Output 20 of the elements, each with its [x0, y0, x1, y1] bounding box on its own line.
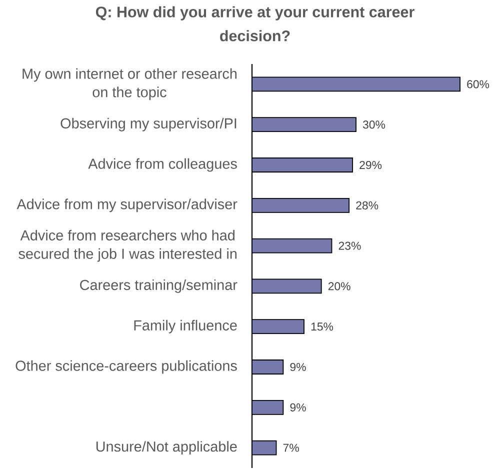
y-tick-label: Advice from researchers who had secured the job I was interested in	[18, 230, 237, 262]
data-label: 30%	[362, 120, 386, 129]
y-tick-label: Family influence	[134, 320, 237, 334]
data-label: 9%	[290, 403, 306, 412]
y-tick-label: Advice from my supervisor/adviser	[16, 198, 238, 212]
y-tick-label: My own internet or other research on the topic	[22, 68, 237, 100]
data-label: 7%	[283, 444, 299, 452]
chart-title: Q: How did you arrive at your current career decision?	[96, 6, 414, 42]
y-tick-label: Observing my supervisor/PI	[60, 118, 236, 132]
data-label: 28%	[356, 201, 378, 210]
data-label: 15%	[311, 322, 334, 331]
data-label: 23%	[338, 242, 361, 250]
y-tick-label: Careers training/seminar	[80, 279, 238, 293]
data-label: 20%	[328, 282, 350, 290]
data-label: 9%	[290, 362, 306, 372]
y-tick-label: Other science-careers publications	[16, 360, 237, 374]
y-tick-label: Advice from colleagues	[88, 158, 237, 172]
data-label: 29%	[360, 160, 382, 170]
data-label: 60%	[467, 80, 490, 88]
y-tick-label: Unsure/Not applicable	[96, 441, 237, 455]
